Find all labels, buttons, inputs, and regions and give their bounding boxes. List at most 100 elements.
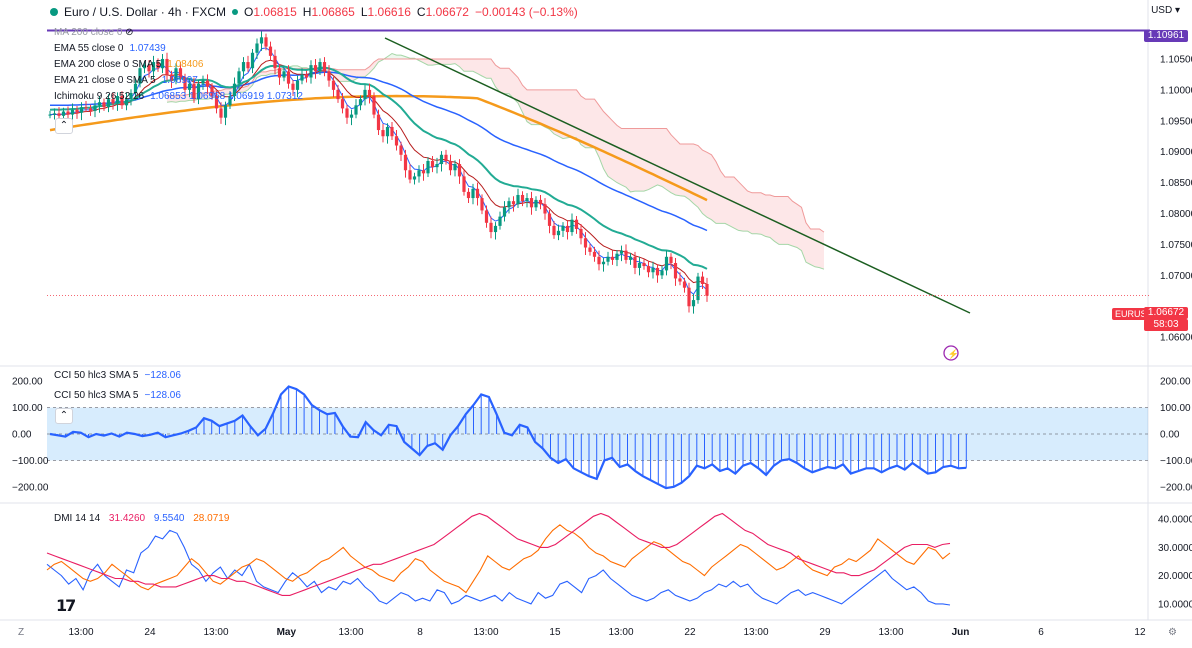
- candle-body[interactable]: [408, 170, 412, 180]
- candle-body[interactable]: [241, 62, 246, 72]
- candle-body[interactable]: [430, 160, 435, 168]
- candle-body[interactable]: [448, 160, 453, 171]
- candle-body[interactable]: [619, 250, 624, 254]
- candle-body[interactable]: [214, 96, 219, 109]
- candle-body[interactable]: [520, 194, 525, 202]
- candle-body[interactable]: [142, 65, 147, 69]
- candle-body[interactable]: [219, 108, 223, 118]
- candle-body[interactable]: [543, 204, 547, 214]
- candle-body[interactable]: [111, 99, 115, 104]
- legend-item[interactable]: MA 200 close 0 ⊘: [54, 26, 134, 40]
- candle-body[interactable]: [313, 65, 318, 72]
- candle-body[interactable]: [210, 86, 214, 97]
- candle-body[interactable]: [588, 247, 592, 252]
- candle-body[interactable]: [201, 80, 205, 84]
- candle-body[interactable]: [97, 102, 102, 106]
- candle-body[interactable]: [502, 207, 507, 217]
- candle-body[interactable]: [169, 74, 174, 81]
- candle-body[interactable]: [295, 80, 300, 90]
- candle-body[interactable]: [336, 89, 340, 100]
- candle-body[interactable]: [385, 126, 390, 137]
- candle-body[interactable]: [237, 71, 241, 84]
- candle-body[interactable]: [390, 126, 394, 137]
- candle-body[interactable]: [678, 278, 682, 282]
- candle-body[interactable]: [471, 188, 475, 199]
- candle-body[interactable]: [421, 170, 426, 174]
- candle-body[interactable]: [426, 160, 430, 174]
- candle-body[interactable]: [192, 83, 196, 100]
- candle-body[interactable]: [462, 176, 466, 192]
- candle-body[interactable]: [399, 145, 403, 155]
- candle-body[interactable]: [372, 96, 376, 115]
- candle-body[interactable]: [561, 225, 565, 231]
- candle-body[interactable]: [511, 201, 516, 205]
- candle-body[interactable]: [345, 108, 349, 118]
- candle-body[interactable]: [165, 58, 169, 75]
- candle-body[interactable]: [322, 62, 327, 72]
- candle-body[interactable]: [412, 176, 417, 180]
- legend-item[interactable]: EMA 55 close 0 1.07439: [54, 42, 166, 56]
- candle-body[interactable]: [304, 74, 309, 78]
- cci-legend-collapse-button[interactable]: ⌃: [55, 408, 73, 424]
- ema21-line[interactable]: [49, 64, 708, 270]
- cci-legend-item[interactable]: CCI 50 hlc3 SMA 5 −128.06: [54, 389, 181, 403]
- candle-body[interactable]: [349, 114, 354, 118]
- candle-body[interactable]: [52, 113, 57, 115]
- candle-body[interactable]: [583, 238, 588, 248]
- candle-body[interactable]: [223, 105, 228, 118]
- candle-body[interactable]: [232, 83, 237, 97]
- candle-body[interactable]: [61, 111, 66, 116]
- candle-body[interactable]: [651, 267, 655, 273]
- candle-body[interactable]: [291, 83, 295, 90]
- candle-body[interactable]: [228, 96, 232, 106]
- candle-body[interactable]: [691, 300, 696, 307]
- candle-body[interactable]: [156, 62, 160, 69]
- candle-body[interactable]: [79, 107, 84, 113]
- candle-body[interactable]: [417, 170, 421, 177]
- symbol-title[interactable]: Euro / U.S. Dollar · 4h · FXCM: [64, 5, 227, 19]
- candle-body[interactable]: [57, 113, 61, 116]
- candle-body[interactable]: [610, 256, 615, 260]
- candle-body[interactable]: [66, 111, 70, 115]
- candle-body[interactable]: [331, 80, 336, 90]
- ema55-line[interactable]: [50, 71, 708, 232]
- candle-body[interactable]: [687, 287, 691, 307]
- candle-body[interactable]: [534, 199, 538, 208]
- candle-body[interactable]: [633, 256, 637, 268]
- candle-body[interactable]: [115, 96, 120, 104]
- candle-body[interactable]: [376, 114, 381, 131]
- candle-body[interactable]: [75, 109, 79, 113]
- candle-body[interactable]: [444, 154, 448, 161]
- candle-body[interactable]: [696, 276, 700, 301]
- candle-body[interactable]: [615, 253, 619, 260]
- candle-body[interactable]: [529, 198, 534, 208]
- ema200-line[interactable]: [49, 94, 708, 202]
- candle-body[interactable]: [300, 74, 304, 81]
- candle-body[interactable]: [453, 164, 457, 171]
- candle-body[interactable]: [597, 256, 601, 265]
- candle-body[interactable]: [498, 216, 502, 226]
- candle-body[interactable]: [178, 68, 183, 78]
- candle-body[interactable]: [129, 92, 133, 100]
- candle-body[interactable]: [340, 99, 345, 109]
- candle-body[interactable]: [318, 62, 322, 72]
- candle-body[interactable]: [138, 68, 142, 84]
- candle-body[interactable]: [70, 109, 75, 115]
- candle-body[interactable]: [628, 256, 633, 260]
- dmi-series-di[interactable]: [46, 529, 951, 606]
- candle-body[interactable]: [88, 108, 93, 111]
- candle-body[interactable]: [273, 55, 277, 69]
- candle-body[interactable]: [516, 194, 520, 205]
- candle-body[interactable]: [84, 107, 88, 109]
- candle-body[interactable]: [309, 65, 313, 78]
- candle-body[interactable]: [484, 210, 489, 223]
- legend-item[interactable]: Ichimoku 9 26 52 26 1.06853 1.06968 1.069…: [54, 90, 303, 104]
- candle-body[interactable]: [354, 105, 358, 115]
- currency-selector[interactable]: USD ▾: [1151, 5, 1180, 16]
- candle-body[interactable]: [525, 198, 529, 202]
- cci-line[interactable]: [49, 385, 967, 490]
- candle-body[interactable]: [705, 284, 709, 296]
- candle-body[interactable]: [439, 154, 444, 165]
- candle-body[interactable]: [592, 251, 597, 257]
- candle-body[interactable]: [106, 99, 111, 108]
